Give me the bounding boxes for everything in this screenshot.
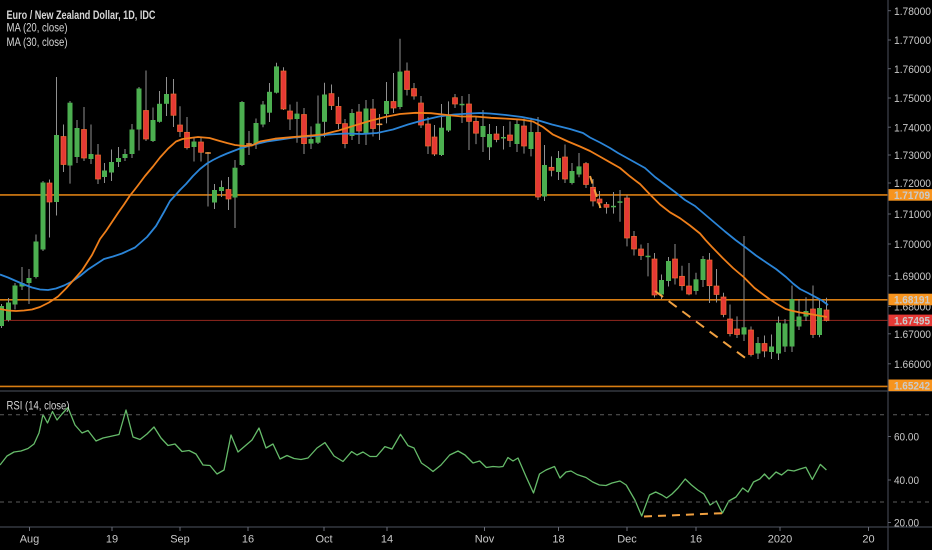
svg-text:1.71709: 1.71709 [894, 190, 930, 202]
svg-text:16: 16 [242, 534, 254, 546]
svg-text:1.71000: 1.71000 [894, 209, 931, 221]
svg-text:Euro / New Zealand Dollar, 1D,: Euro / New Zealand Dollar, 1D, IDC [7, 8, 156, 22]
svg-text:20.00: 20.00 [894, 518, 919, 530]
svg-text:1.75000: 1.75000 [894, 93, 931, 105]
svg-text:Nov: Nov [475, 534, 495, 546]
svg-text:19: 19 [106, 534, 118, 546]
svg-text:1.68191: 1.68191 [894, 295, 930, 307]
svg-text:MA (30, close): MA (30, close) [7, 35, 68, 49]
svg-text:1.70000: 1.70000 [894, 239, 931, 251]
svg-text:1.65242: 1.65242 [894, 381, 930, 393]
svg-text:60.00: 60.00 [894, 432, 919, 444]
svg-text:1.67000: 1.67000 [894, 329, 931, 341]
svg-text:20: 20 [862, 534, 874, 546]
svg-text:1.66000: 1.66000 [894, 359, 931, 371]
svg-text:1.73000: 1.73000 [894, 150, 931, 162]
svg-text:MA (20, close): MA (20, close) [7, 21, 68, 35]
svg-text:18: 18 [552, 534, 564, 546]
svg-text:16: 16 [690, 534, 702, 546]
svg-text:Dec: Dec [617, 534, 637, 546]
svg-text:1.72000: 1.72000 [894, 178, 931, 190]
svg-text:RSI (14, close): RSI (14, close) [7, 399, 70, 413]
svg-text:40.00: 40.00 [894, 475, 919, 487]
svg-text:1.69000: 1.69000 [894, 271, 931, 283]
svg-text:1.76000: 1.76000 [894, 64, 931, 76]
svg-text:Oct: Oct [315, 534, 332, 546]
svg-text:2020: 2020 [768, 534, 792, 546]
svg-text:1.67495: 1.67495 [894, 316, 930, 328]
svg-text:Aug: Aug [20, 534, 40, 546]
svg-text:Sep: Sep [170, 534, 190, 546]
svg-text:1.77000: 1.77000 [894, 35, 931, 47]
svg-text:1.74000: 1.74000 [894, 122, 931, 134]
svg-text:14: 14 [381, 534, 393, 546]
svg-text:1.78000: 1.78000 [894, 6, 931, 18]
